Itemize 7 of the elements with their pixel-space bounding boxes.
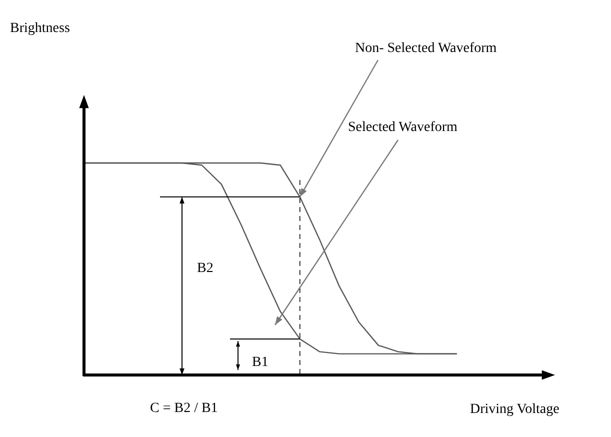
text: Brightness (10, 21, 70, 36)
text: Non- Selected Waveform (355, 41, 497, 56)
annotation: B2 (197, 261, 214, 276)
text: Selected Waveform (348, 120, 458, 135)
x-axis-title: Driving Voltage (470, 402, 560, 417)
text: C = B2 / B1 (150, 401, 218, 416)
annotation: B1 (252, 355, 268, 370)
